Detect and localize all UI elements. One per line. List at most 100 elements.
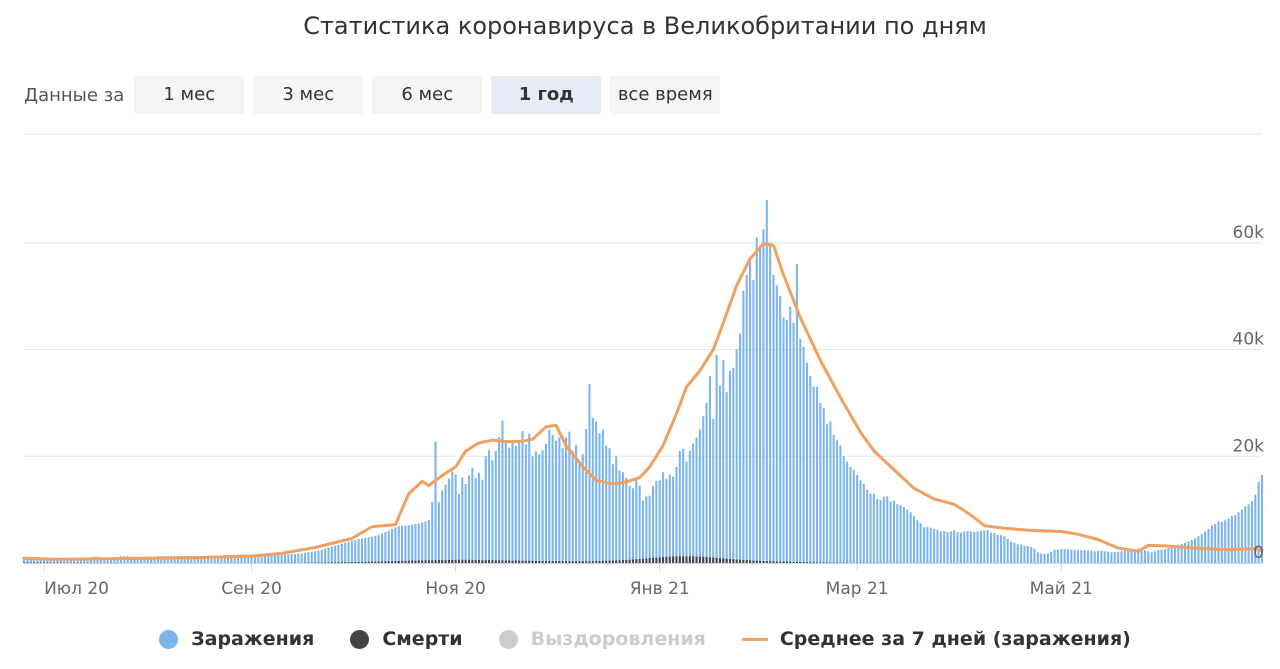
death-bar [648,558,651,563]
infection-bar [839,445,842,563]
infection-bar [1153,551,1156,563]
death-bar [819,562,822,563]
death-bar [581,561,584,563]
infection-bar [983,530,986,563]
legend-marker-avg [741,637,768,641]
chart-plot: 0 20k 40k 60k Июл 20 Сен 20 Ноя 20 Янв 21 Мар 21… [22,133,1264,599]
death-bar [407,560,410,563]
infection-bar [899,505,902,563]
death-bar [491,560,494,563]
infection-bar [789,306,792,563]
infection-bar [775,285,778,563]
infection-bar [842,456,845,563]
infection-bar [317,550,320,563]
infection-bar [434,441,437,563]
death-bar [22,562,26,563]
legend-item-infections[interactable]: Заражения [159,628,314,650]
death-bar [601,560,604,563]
infection-bar [1066,549,1069,563]
infection-bar [287,554,290,563]
death-bar [641,558,645,563]
infection-bar [494,450,497,563]
infection-bar [688,450,691,563]
infection-bar [993,533,996,563]
infection-bar [916,520,919,563]
infection-bar [1030,546,1033,563]
infection-bar [561,448,564,563]
death-bar [638,558,641,563]
death-bar [715,557,718,563]
infection-bar [735,349,738,563]
infection-bar [1173,545,1177,563]
infection-bar [471,467,474,563]
death-bar [615,560,618,563]
range-button-all[interactable]: все время [610,76,721,114]
infection-bar [347,541,350,563]
infection-bar [712,418,715,563]
y-tick-label: 0 [1253,543,1264,563]
infection-bar [912,516,916,563]
infection-bar [397,526,400,563]
range-button-6m[interactable]: 6 мес [372,76,483,114]
infection-bar [581,454,584,563]
infection-bar [150,556,153,563]
legend-label-avg: Среднее за 7 дней (заражения) [779,628,1131,650]
range-button-1m[interactable]: 1 мес [134,76,245,114]
infection-bar [1187,541,1190,563]
death-bar [26,562,29,563]
infection-bar [859,480,862,563]
infection-bar [902,506,906,563]
range-button-1y[interactable]: 1 год [491,76,602,114]
infection-bar [1210,525,1213,563]
death-bar [441,560,444,563]
infection-bar [170,556,173,563]
infection-bar [411,524,414,563]
death-bar [541,561,544,563]
infection-bar [906,509,909,563]
legend-item-deaths[interactable]: Смерти [350,628,463,650]
death-bar [705,557,708,563]
infection-bar [1117,551,1120,563]
death-bar [474,560,477,563]
infection-bar [498,437,501,563]
infection-bar [608,448,611,563]
infection-bar [524,444,527,563]
death-bar [722,558,725,563]
death-bar [745,560,748,563]
infection-bar [1190,540,1193,563]
death-bar [645,558,648,563]
infection-bar [233,554,236,563]
legend-item-recoveries[interactable]: Выздоровления [498,628,706,650]
death-bar [652,557,655,563]
infection-bar [1240,509,1243,563]
infection-bar [638,485,641,563]
infection-bar [290,553,293,563]
infection-bar [1050,551,1053,563]
infection-bar [1026,545,1029,563]
death-bar [36,562,39,563]
infection-bar [387,530,390,563]
legend-item-avg[interactable]: Среднее за 7 дней (заражения) [741,628,1131,650]
range-button-3m[interactable]: 3 мес [253,76,364,114]
infection-bar [986,529,989,563]
infection-bar [979,530,982,563]
x-tick-label: Июл 20 [44,579,109,599]
infection-bar [595,421,598,563]
death-bar [749,560,752,563]
death-bar [665,556,668,563]
infection-bar [759,245,762,563]
infection-bar [1020,544,1023,563]
infection-bar [745,274,748,563]
infection-bar [919,522,922,563]
death-bar [544,561,548,563]
infection-bar [1250,501,1253,563]
infection-bar [966,530,969,563]
death-bar [795,562,798,563]
infection-bar [631,488,634,563]
infection-bar [481,479,484,563]
infection-bar [571,450,574,563]
infection-bar [350,540,353,563]
death-bar [417,560,420,563]
infection-bar [1257,481,1260,563]
infection-bar [695,437,698,563]
